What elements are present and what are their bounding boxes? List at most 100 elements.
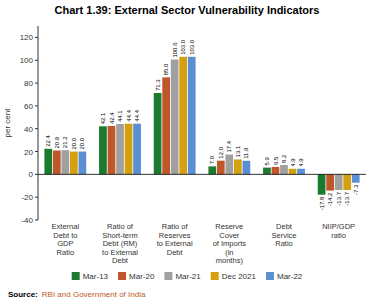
data-label: -17.8 [319, 196, 325, 210]
bar [53, 151, 61, 175]
bar [79, 152, 87, 175]
bar [217, 161, 225, 175]
legend-item: Mar-13 [72, 272, 109, 281]
y-axis [38, 26, 39, 220]
chart: Chart 1.39: External Sector Vulnerabilit… [0, 0, 374, 303]
x-tick-label: NIIP/GDPratio [322, 222, 355, 240]
data-label: 71.3 [155, 79, 161, 91]
bar [99, 126, 107, 174]
data-label: 21.2 [62, 136, 68, 148]
data-label: 17.4 [226, 140, 232, 152]
data-label: 6.5 [273, 156, 279, 165]
bar [108, 126, 116, 174]
bar [234, 159, 242, 174]
bar [208, 166, 216, 174]
legend-item: Dec 2021 [211, 272, 257, 281]
bar [272, 167, 280, 174]
data-label: 13.1 [235, 145, 241, 157]
x-tick-label-line: Debt [112, 256, 129, 265]
bar [188, 57, 196, 175]
data-label: 22.4 [45, 134, 51, 146]
data-label: 4.9 [290, 158, 296, 167]
bar [179, 57, 187, 175]
bar [44, 149, 52, 175]
x-tick-label-line: Ratio [275, 239, 293, 248]
y-tick-label: 120 [20, 33, 34, 42]
x-tick-label: ReserveCoverof Imports(inmonths) [213, 222, 247, 265]
bar [318, 174, 326, 194]
annotation: RBI and Government of India [42, 290, 146, 299]
data-label: 44.4 [134, 109, 140, 121]
annotation: Source: [8, 290, 38, 299]
bar [352, 174, 360, 182]
x-tick-label: Ratio ofReservesto ExternalDebt [157, 222, 193, 257]
data-label: 7.0 [209, 155, 215, 164]
data-label: 4.9 [298, 158, 304, 167]
y-tick-label: -20 [21, 193, 33, 202]
y-tick-label: -40 [21, 216, 33, 225]
y-tick-label: 100 [20, 56, 34, 65]
legend-label: Mar-20 [129, 272, 155, 281]
legend-item: Mar-22 [266, 272, 303, 281]
legend-item: Mar-21 [164, 272, 201, 281]
legend-swatch [118, 272, 126, 280]
data-label: 20.0 [79, 137, 85, 149]
bar [154, 93, 162, 174]
legend-swatch [211, 272, 219, 280]
bar [335, 174, 343, 190]
x-tick-label: Ratio ofShort-termDebt (RM)to ExternalDe… [102, 222, 138, 265]
bar [343, 174, 351, 190]
bar [116, 124, 124, 174]
legend: Mar-13 Mar-20 Mar-21 Dec 2021 Mar-22 [72, 272, 303, 281]
legend-swatch [266, 272, 274, 280]
data-label: -7.3 [353, 184, 359, 195]
legend-label: Mar-22 [277, 272, 303, 281]
y-tick-label: 40 [24, 125, 33, 134]
data-label: -14.2 [327, 192, 333, 206]
bar [61, 150, 69, 174]
data-label: 44.1 [117, 110, 123, 122]
x-tick-label-line: Debt [167, 248, 184, 257]
x-tick-label: DebtServiceRatio [271, 222, 296, 248]
zero-line [38, 174, 366, 175]
bar [243, 161, 251, 175]
x-tick-label-line: months) [216, 256, 244, 265]
data-label: -13.7 [344, 191, 350, 205]
bar [171, 60, 179, 175]
y-tick-label: 80 [24, 79, 33, 88]
data-label: 20.9 [54, 136, 60, 148]
y-tick-label: 60 [24, 102, 33, 111]
data-label: 11.9 [243, 147, 249, 159]
x-tick-label-line: ratio [331, 231, 346, 240]
data-label: 103.0 [180, 39, 186, 55]
y-axis-label: per cent [3, 108, 12, 138]
data-label: 12.0 [218, 146, 224, 158]
data-label: 100.6 [172, 42, 178, 58]
bar [133, 124, 141, 175]
data-label: -13.7 [336, 191, 342, 205]
data-label: 103.0 [189, 39, 195, 55]
bar [225, 154, 233, 174]
x-tick-label-line: Ratio [57, 248, 75, 257]
bar [70, 152, 78, 175]
data-label: 85.0 [163, 63, 169, 75]
bar [289, 169, 297, 175]
bar [297, 169, 305, 175]
legend-swatch [164, 272, 172, 280]
legend-label: Dec 2021 [222, 272, 257, 281]
data-label: 8.2 [281, 154, 287, 163]
legend-swatch [72, 272, 80, 280]
bar [125, 124, 133, 175]
data-label: 5.9 [264, 157, 270, 166]
y-tick-label: 20 [24, 148, 33, 157]
data-label: 42.1 [100, 112, 106, 124]
y-tick-label: 0 [29, 170, 34, 179]
legend-item: Mar-20 [118, 272, 155, 281]
title: Chart 1.39: External Sector Vulnerabilit… [55, 4, 320, 16]
bar [280, 165, 288, 174]
data-label: 20.0 [71, 137, 77, 149]
bar [263, 168, 271, 175]
data-label: 42.4 [109, 112, 115, 124]
data-label: 44.4 [126, 109, 132, 121]
bar [162, 77, 170, 174]
